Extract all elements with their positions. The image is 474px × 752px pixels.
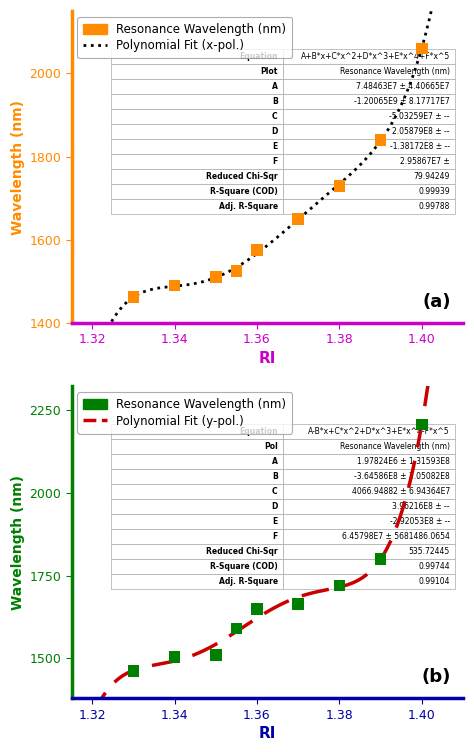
Point	[377, 134, 384, 146]
Point	[418, 419, 426, 431]
X-axis label: RI: RI	[258, 350, 276, 365]
Point	[253, 602, 261, 614]
Text: (a): (a)	[423, 293, 451, 311]
Point	[171, 650, 178, 663]
Point	[233, 623, 240, 635]
Y-axis label: Wavelength (nm): Wavelength (nm)	[11, 475, 25, 610]
Point	[129, 665, 137, 677]
Point	[377, 553, 384, 565]
Point	[129, 291, 137, 303]
Point	[418, 43, 426, 55]
Point	[171, 280, 178, 292]
Point	[233, 265, 240, 277]
Point	[294, 598, 302, 610]
Legend: Resonance Wavelength (nm), Polynomial Fit (x-pol.): Resonance Wavelength (nm), Polynomial Fi…	[77, 17, 292, 59]
Point	[212, 649, 219, 661]
Point	[253, 244, 261, 256]
Point	[336, 180, 343, 192]
Point	[212, 271, 219, 284]
Legend: Resonance Wavelength (nm), Polynomial Fit (y-pol.): Resonance Wavelength (nm), Polynomial Fi…	[77, 393, 292, 434]
Text: (b): (b)	[422, 668, 451, 686]
X-axis label: RI: RI	[258, 726, 276, 741]
Point	[336, 580, 343, 592]
Y-axis label: Wavelength (nm): Wavelength (nm)	[11, 99, 25, 235]
Point	[294, 213, 302, 225]
